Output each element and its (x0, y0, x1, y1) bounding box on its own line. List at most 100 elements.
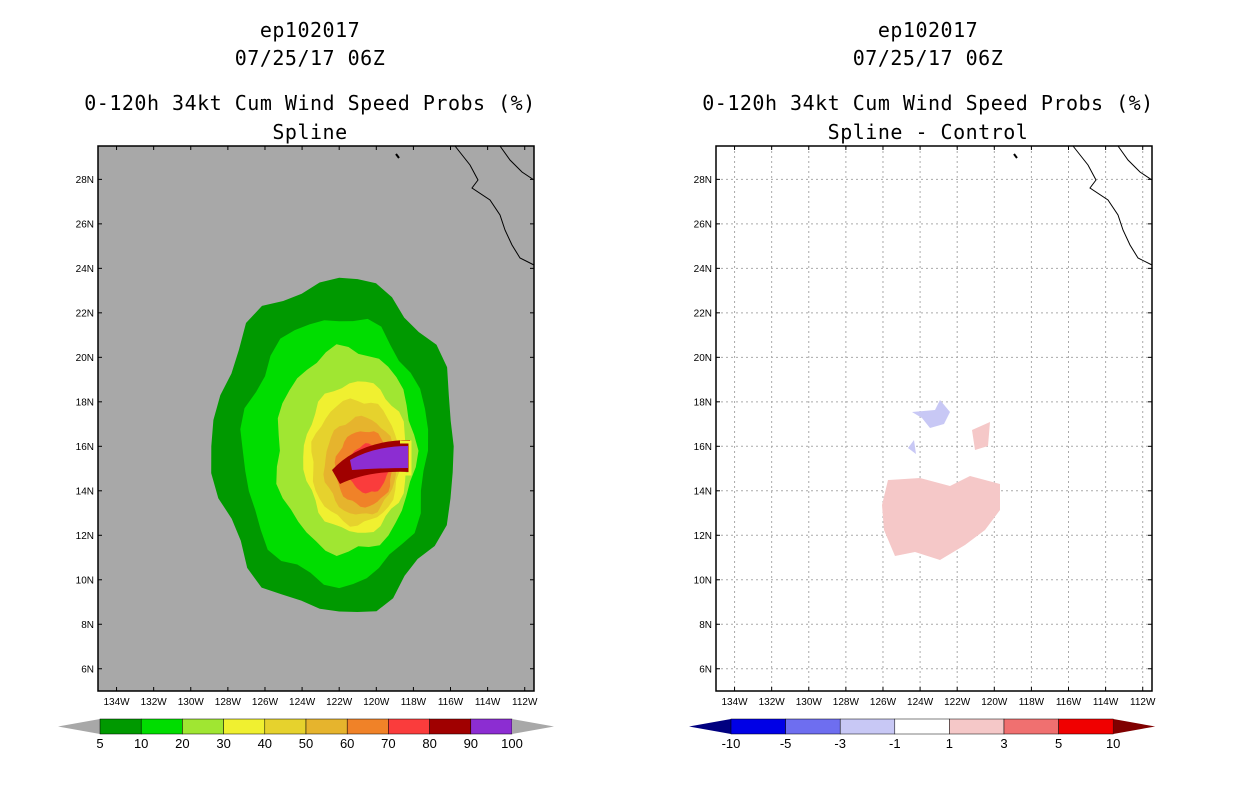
left-ytick-label: 18N (76, 397, 94, 408)
left-colorbar-label: 70 (381, 736, 395, 751)
right-ytick-label: 6N (699, 664, 712, 675)
right-colorbar-swatch (1003, 718, 1059, 735)
right-xtick-label: 114W (1093, 697, 1119, 708)
left-colorbar-swatch (470, 718, 513, 735)
left-colorbar-label: 50 (299, 736, 313, 751)
right-positive-diff-region-2 (972, 422, 990, 450)
right-ytick-label: 20N (694, 353, 712, 364)
left-island (395, 153, 400, 159)
left-colorbar-label: 10 (134, 736, 148, 751)
right-xtick-label: 116W (1056, 697, 1082, 708)
right-xtick-label: 120W (981, 697, 1008, 708)
right-colorbar-label: -10 (722, 736, 741, 751)
right-island (1013, 153, 1018, 159)
left-colorbar-label: 80 (422, 736, 436, 751)
left-colorbar: 5 10 20 30 40 50 60 70 80 90 100 (58, 718, 554, 751)
right-map-frame (715, 145, 1153, 692)
left-colorbar-swatch (223, 718, 266, 735)
right-coastline (1072, 145, 1153, 266)
left-xtick-label: 124W (289, 697, 316, 708)
left-colorbar-high-extend (512, 719, 554, 734)
left-map-panel: 134W 132W 130W 128W 126W 124W 122W 120W 118W 116W… (76, 145, 538, 708)
left-map-frame (97, 145, 535, 692)
left-xtick-label: 114W (475, 697, 501, 708)
right-colorbar-swatch (1058, 718, 1114, 735)
right-map-panel: 134W 132W 130W 128W 126W 124W 122W 120W 118W 116W… (694, 145, 1156, 708)
right-colorbar-label: 5 (1055, 736, 1062, 751)
right-colorbar-swatch (894, 718, 950, 735)
right-xtick-label: 130W (796, 697, 823, 708)
right-colorbar-label: -5 (780, 736, 792, 751)
left-xtick-label: 112W (512, 697, 538, 708)
left-colorbar-swatch (429, 718, 472, 735)
right-ytick-label: 16N (694, 442, 712, 453)
right-negative-diff-region (912, 400, 950, 428)
left-xtick-label: 134W (103, 697, 130, 708)
left-ytick-label: 12N (76, 531, 94, 542)
right-xtick-label: 112W (1130, 697, 1156, 708)
right-ytick-label: 22N (694, 308, 712, 319)
right-colorbar-swatch (730, 718, 786, 735)
right-negative-diff-region-2 (908, 440, 916, 454)
left-colorbar-swatch (388, 718, 430, 735)
left-colorbar-label: 40 (258, 736, 272, 751)
right-xtick-label: 128W (833, 697, 860, 708)
left-colorbar-swatch (305, 718, 348, 735)
left-ytick-label: 26N (76, 219, 94, 230)
right-xtick-label: 132W (759, 697, 786, 708)
left-colorbar-swatch (140, 718, 183, 735)
left-colorbar-swatch (264, 718, 307, 735)
left-datetime: 07/25/17 06Z (234, 46, 386, 70)
right-colorbar-label: 1 (946, 736, 953, 751)
right-y-axis: 6N 8N 10N 12N 14N 16N 18N 20N 22N 24N 26N 28N (694, 175, 1152, 675)
left-ytick-label: 14N (76, 486, 94, 497)
right-colorbar-swatch (785, 718, 841, 735)
right-xtick-label: 134W (721, 697, 748, 708)
left-core-100-region (350, 446, 408, 470)
right-ytick-label: 18N (694, 397, 712, 408)
right-ytick-label: 26N (694, 219, 712, 230)
right-ytick-label: 8N (699, 620, 712, 631)
left-chart-subtitle: Spline (272, 120, 348, 144)
left-ytick-label: 16N (76, 442, 94, 453)
right-colorbar-label: 3 (1000, 736, 1007, 751)
left-colorbar-label: 90 (464, 736, 478, 751)
left-xtick-label: 132W (141, 697, 168, 708)
left-xtick-label: 118W (401, 697, 427, 708)
left-xtick-label: 126W (252, 697, 279, 708)
left-ytick-label: 22N (76, 308, 94, 319)
right-coastline-north (1117, 145, 1153, 181)
right-colorbar: -10 -5 -3 -1 1 3 5 10 (689, 718, 1156, 751)
right-chart-title: 0-120h 34kt Cum Wind Speed Probs (%) (702, 91, 1154, 115)
left-colorbar-swatch (182, 718, 224, 735)
right-ytick-label: 12N (694, 531, 712, 542)
left-ytick-label: 10N (76, 575, 94, 586)
left-colorbar-low-extend (58, 719, 100, 734)
left-coastline (454, 145, 535, 266)
left-colorbar-label: 100 (501, 736, 523, 751)
left-colorbar-swatch (99, 718, 142, 735)
right-colorbar-swatch (949, 718, 1005, 735)
right-ytick-label: 28N (694, 175, 712, 186)
right-xtick-label: 126W (870, 697, 897, 708)
right-storm-id: ep102017 (877, 18, 979, 42)
left-core-edge (400, 440, 412, 476)
right-colorbar-label: -1 (889, 736, 901, 751)
left-y-axis: 6N 8N 10N 12N 14N 16N 18N 20N 22N 24N 26N 28N (76, 175, 534, 675)
right-datetime: 07/25/17 06Z (852, 46, 1004, 70)
left-xtick-label: 128W (215, 697, 242, 708)
right-ytick-label: 14N (694, 486, 712, 497)
right-ytick-label: 24N (694, 264, 712, 275)
right-ytick-label: 10N (694, 575, 712, 586)
left-ytick-label: 20N (76, 353, 94, 364)
left-colorbar-label: 20 (175, 736, 189, 751)
left-xtick-label: 130W (178, 697, 205, 708)
right-xtick-label: 118W (1019, 697, 1045, 708)
left-colorbar-swatch (346, 718, 389, 735)
right-colorbar-label: 10 (1106, 736, 1120, 751)
right-colorbar-low-extend (689, 719, 731, 734)
left-xtick-label: 120W (363, 697, 390, 708)
left-ytick-label: 8N (81, 620, 94, 631)
left-colorbar-label: 60 (340, 736, 354, 751)
left-storm-id: ep102017 (259, 18, 361, 42)
